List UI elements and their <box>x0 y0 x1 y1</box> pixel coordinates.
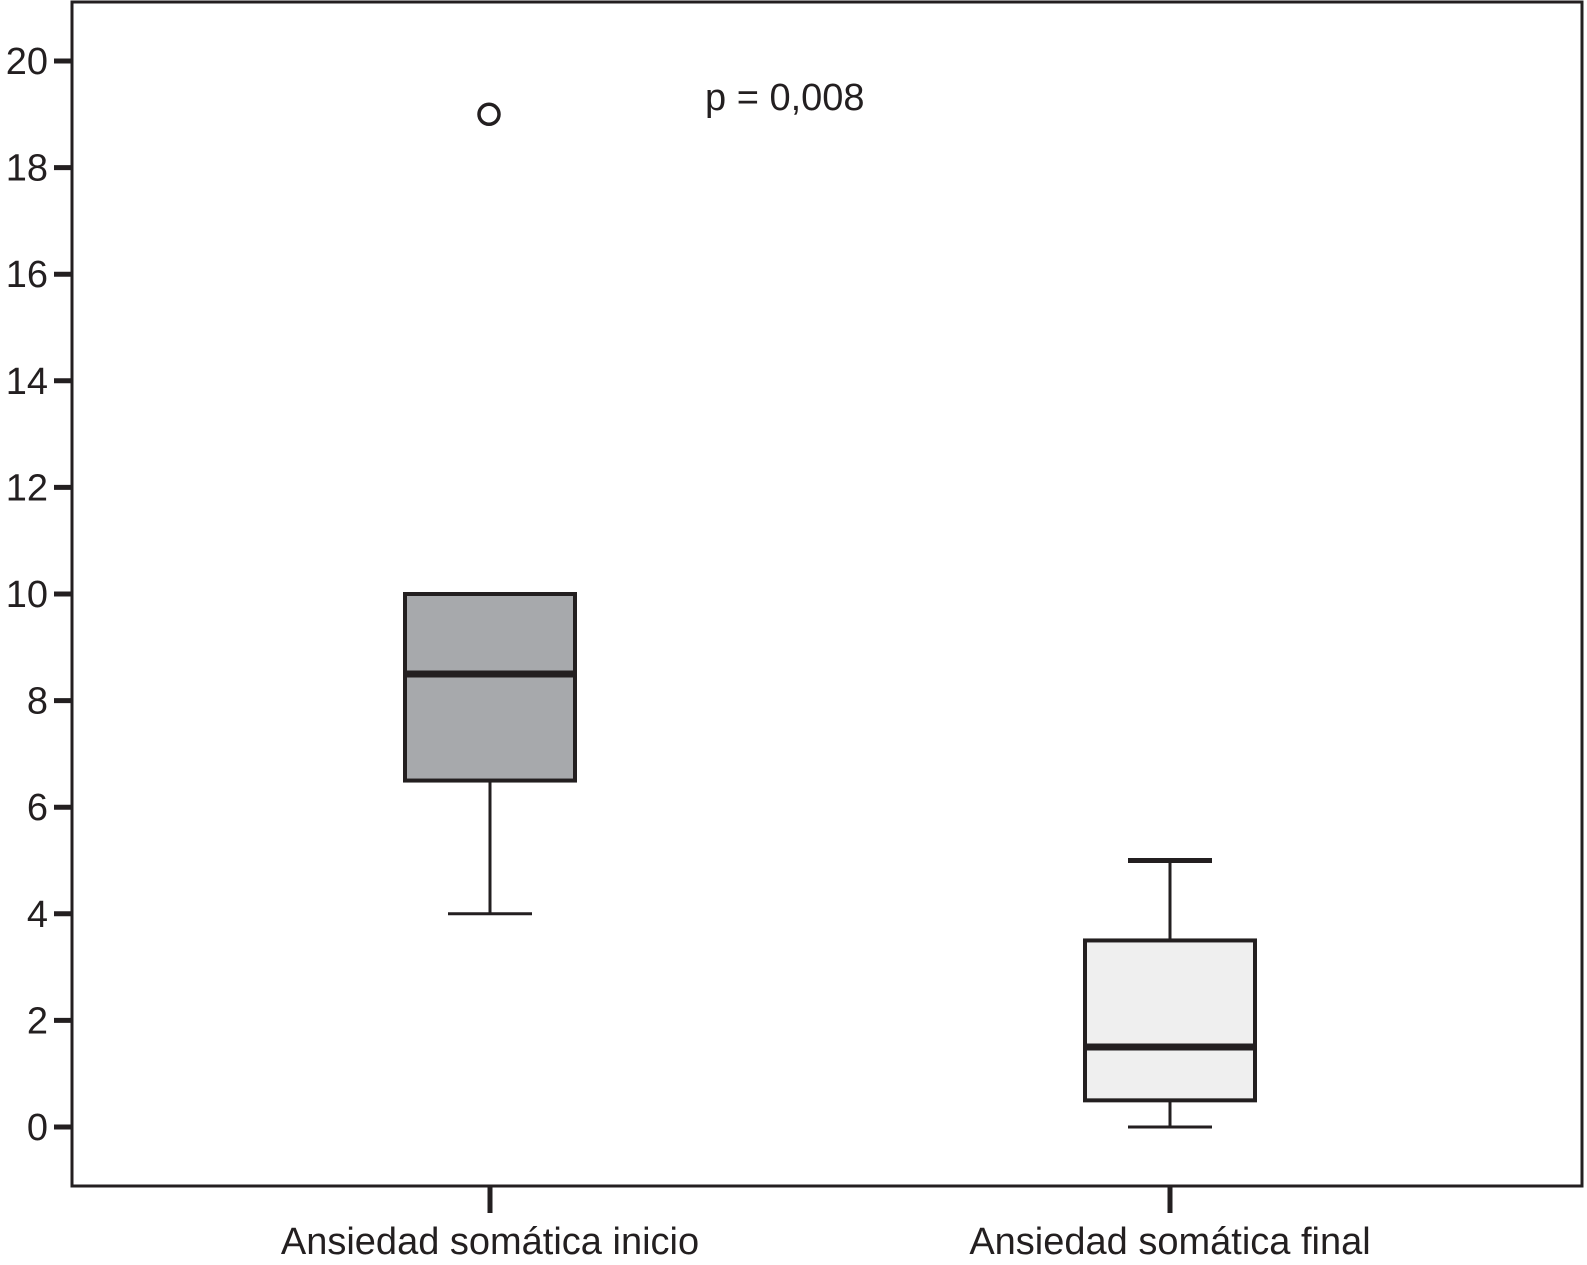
x-category-label: Ansiedad somática inicio <box>281 1221 699 1263</box>
p-value-annotation: p = 0,008 <box>705 77 865 119</box>
box-group <box>403 102 577 916</box>
box-iqr <box>1083 938 1257 1103</box>
x-category-label: Ansiedad somática final <box>969 1221 1370 1263</box>
y-tick-label: 18 <box>6 148 48 190</box>
y-tick-label: 10 <box>6 574 48 616</box>
y-axis: 0 2 4 6 8 10 12 14 16 18 20 <box>6 41 72 1149</box>
y-tick-label: 2 <box>27 1000 48 1042</box>
y-tick-label: 4 <box>27 894 48 936</box>
y-tick-label: 20 <box>6 41 48 83</box>
outlier-point <box>477 102 501 127</box>
y-tick-label: 12 <box>6 467 48 509</box>
y-tick-label: 14 <box>6 361 48 403</box>
box-series <box>403 102 1257 1129</box>
x-axis: Ansiedad somática inicio Ansiedad somátic… <box>281 1186 1371 1263</box>
y-tick-label: 8 <box>27 681 48 723</box>
box-iqr <box>403 592 577 783</box>
box-group <box>1083 858 1257 1129</box>
plot-frame <box>70 0 1584 1188</box>
y-tick-label: 0 <box>27 1107 48 1149</box>
y-tick-label: 6 <box>27 787 48 829</box>
y-tick-label: 16 <box>6 254 48 296</box>
